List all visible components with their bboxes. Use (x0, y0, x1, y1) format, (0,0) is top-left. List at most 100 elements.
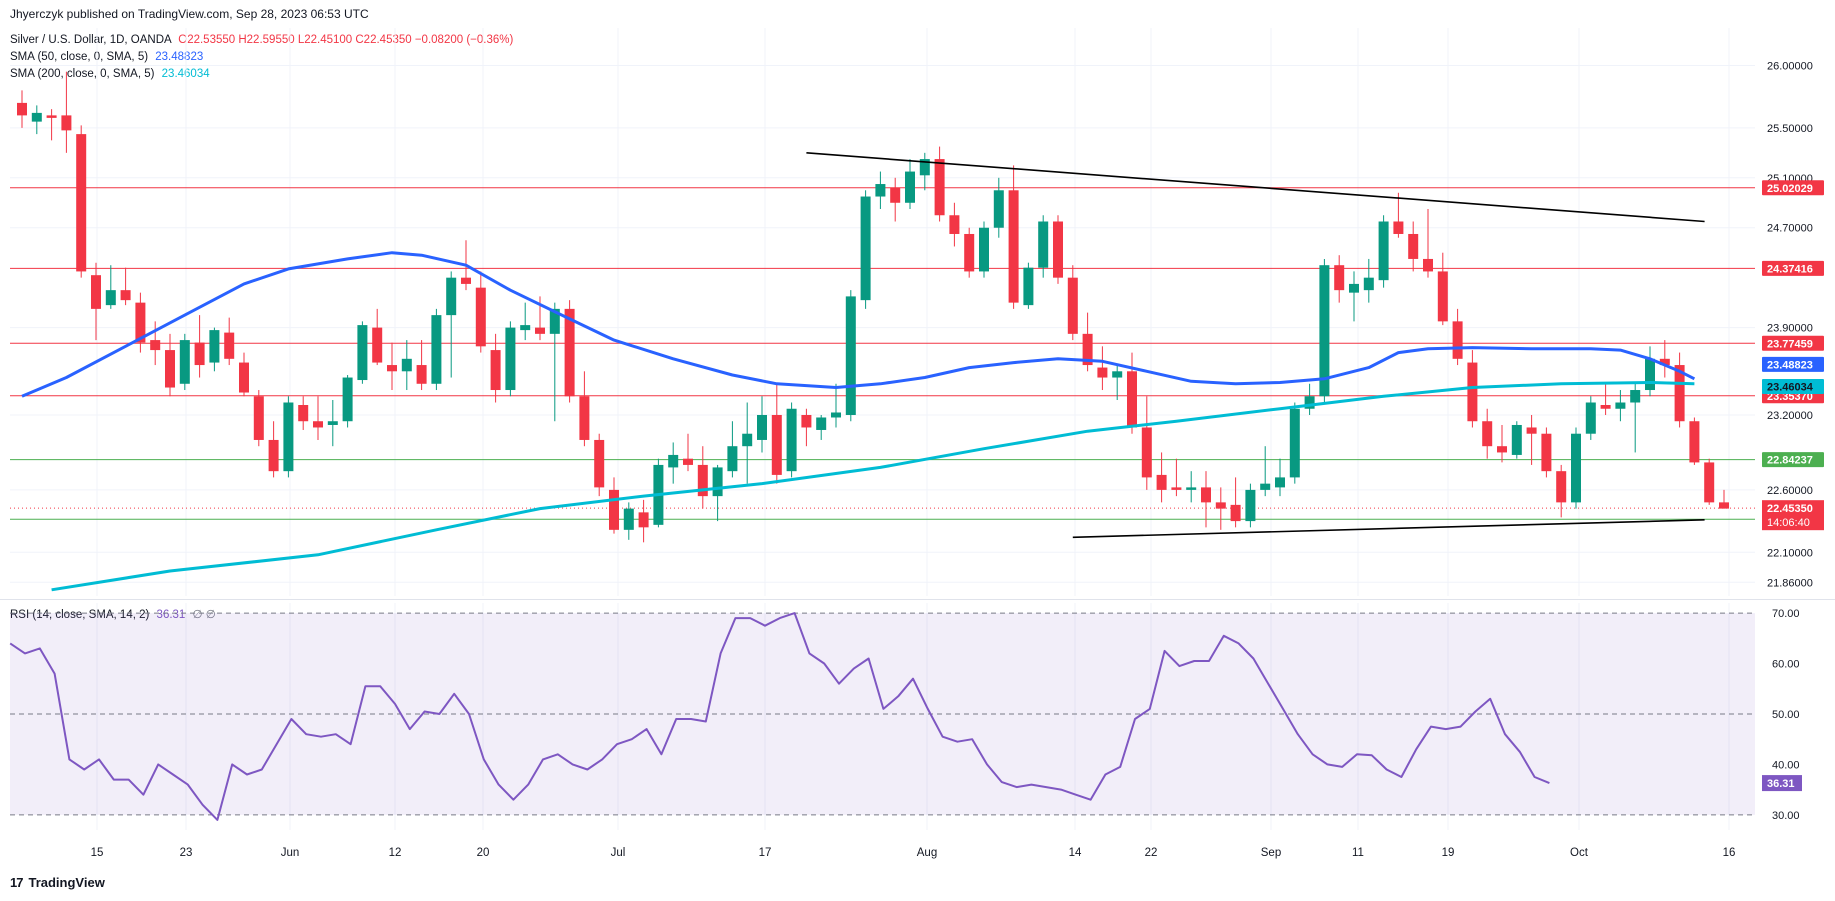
last-price-label: 22.45350 (1767, 503, 1813, 515)
candle-down (1541, 433, 1552, 472)
candle-down (1467, 362, 1478, 422)
candle-down (1423, 258, 1433, 272)
x-tick-label: Jun (281, 847, 300, 859)
rsi-legend[interactable]: RSI (14, close, SMA, 14, 2) 36.31 ∅ ∅ (10, 607, 216, 621)
publisher-credit: Jhyerczyk published on TradingView.com, … (10, 7, 369, 21)
candle-up (979, 227, 989, 272)
candle-up (1378, 221, 1389, 281)
sma50-axis-label-bg (1762, 356, 1824, 372)
candle-down (1156, 474, 1167, 490)
candle-up (786, 408, 797, 472)
main-legend: Silver / U.S. Dollar, 1D, OANDA O22.5355… (10, 34, 513, 46)
candle-up (668, 454, 679, 468)
candle-up (431, 315, 442, 384)
trendlines (806, 152, 1705, 539)
candle-down (949, 215, 960, 234)
x-tick-label: Aug (917, 847, 937, 859)
candle-down (416, 365, 427, 384)
candle-down (1141, 427, 1152, 478)
candle-down (1497, 446, 1507, 453)
candle-up (342, 377, 353, 422)
support-label-bg (1762, 452, 1824, 468)
candle-up (357, 325, 368, 381)
candle-up (31, 112, 42, 122)
candle-down (1230, 504, 1241, 522)
candle-down (1689, 421, 1700, 463)
candle-down (1600, 405, 1611, 409)
rsi-y-tick-label: 50.00 (1772, 709, 1800, 721)
candle-down (120, 290, 131, 301)
candle-down (253, 396, 264, 440)
countdown-label: 14:06:40 (1767, 517, 1810, 529)
rsi-label: RSI (14, close, SMA, 14, 2) (10, 609, 150, 621)
rsi-line (9, 612, 1550, 821)
candle-down (801, 414, 812, 428)
candle-up (1645, 358, 1655, 391)
candle-down (461, 277, 471, 284)
candle-down (1334, 265, 1345, 291)
candle-down (1067, 277, 1078, 334)
candle-up (1112, 371, 1123, 378)
sma200-axis-label-bg (1762, 379, 1824, 395)
candle-down (535, 327, 545, 334)
candle-down (46, 115, 57, 118)
y-tick-label: 21.86000 (1767, 577, 1813, 589)
candle-up (816, 417, 827, 430)
tradingview-footer[interactable]: 17 TradingView (10, 875, 105, 890)
candle-down (61, 115, 72, 131)
sma50-legend[interactable]: SMA (50, close, 0, SMA, 5) 23.48823 (10, 51, 203, 63)
x-tick-label: 12 (389, 847, 402, 859)
candle-down (1082, 333, 1093, 366)
rsi-y-tick-label: 70.00 (1772, 608, 1800, 620)
x-tick-label: 19 (1442, 847, 1455, 859)
candle-down (1201, 487, 1211, 503)
candle-down (1452, 321, 1463, 359)
candle-up (505, 327, 516, 391)
candle-down (17, 102, 27, 116)
candle-down (1408, 233, 1419, 259)
candle-down (697, 464, 708, 497)
y-tick-label: 24.70000 (1767, 223, 1813, 235)
candle-down (1482, 421, 1493, 447)
candle-down (1719, 502, 1729, 509)
support-label: 22.84237 (1767, 455, 1813, 467)
candle-down (1393, 221, 1404, 234)
candle-down (1556, 471, 1567, 503)
candle-down (1171, 487, 1182, 490)
candle-down (224, 332, 235, 359)
candle-down (579, 396, 590, 440)
y-tick-label: 23.90000 (1767, 323, 1813, 335)
x-tick-label: 11 (1352, 847, 1364, 859)
rsi-extra: ∅ ∅ (192, 609, 216, 621)
chart-canvas[interactable]: 21.86000 22.10000 22.60000 23.20000 23.90000… (0, 0, 1835, 860)
resistance-label-bg (1762, 260, 1824, 276)
candle-down (1127, 371, 1137, 428)
candle-down (1053, 221, 1063, 278)
candle-up (446, 277, 457, 316)
candle-down (313, 421, 323, 428)
lower-trendline (1072, 519, 1705, 539)
candle-down (1674, 365, 1685, 422)
candle-up (327, 421, 338, 425)
x-tick-label: 15 (91, 847, 104, 859)
candle-up (209, 330, 220, 363)
resistance-label: 25.02029 (1767, 183, 1813, 195)
symbol-label[interactable]: Silver / U.S. Dollar, 1D, OANDA (10, 34, 172, 46)
candle-down (683, 458, 693, 465)
candle-up (1571, 433, 1581, 503)
candle-up (549, 308, 560, 334)
candle-down (964, 233, 975, 272)
candle-up (757, 414, 767, 440)
y-tick-label: 23.20000 (1767, 410, 1813, 422)
candle-up (623, 508, 634, 530)
tradingview-brand: TradingView (28, 875, 105, 890)
candle-up (179, 340, 190, 384)
candle-down (490, 350, 501, 391)
candle-down (194, 342, 205, 366)
tradingview-logo-icon: 17 (10, 875, 24, 890)
candle-up (1615, 402, 1626, 409)
x-tick-label: 23 (180, 847, 193, 859)
candle-up (993, 190, 1004, 228)
candle-up (1245, 489, 1256, 522)
candle-down (298, 405, 309, 422)
